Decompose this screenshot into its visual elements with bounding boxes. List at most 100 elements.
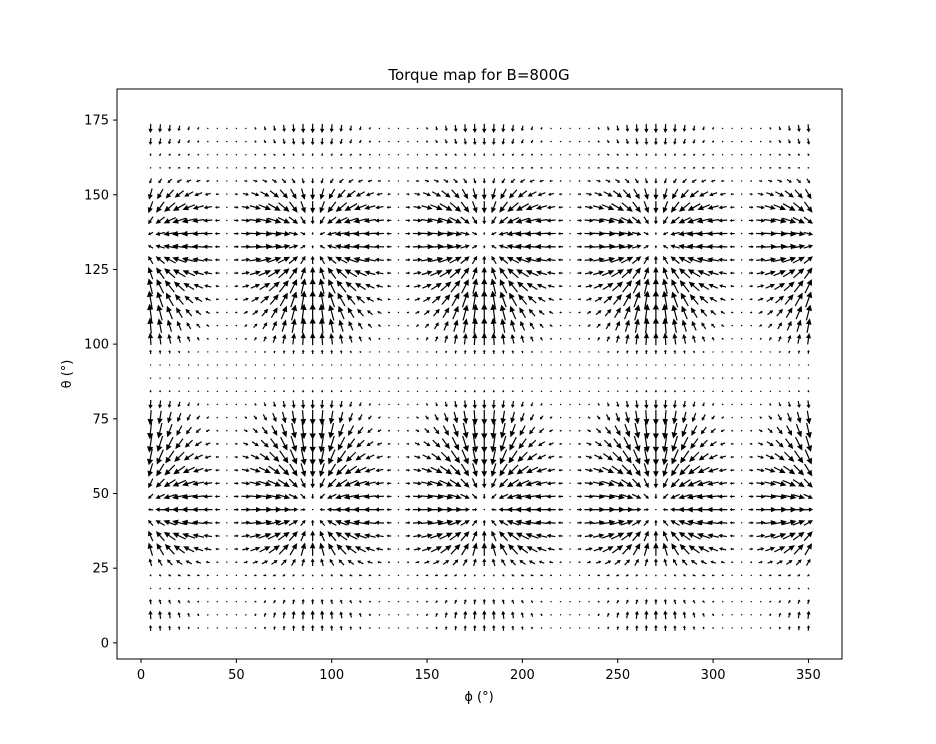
quiver-arrow bbox=[289, 463, 298, 477]
quiver-arrow bbox=[277, 231, 291, 237]
quiver-arrow bbox=[462, 410, 469, 425]
quiver-arrow bbox=[156, 422, 163, 439]
quiver-arrow bbox=[388, 154, 390, 156]
quiver-arrow bbox=[155, 256, 165, 264]
quiver-arrow bbox=[329, 610, 334, 619]
quiver-arrow bbox=[148, 123, 153, 133]
quiver-arrow bbox=[749, 297, 753, 301]
quiver-arrow bbox=[511, 138, 515, 145]
quiver-arrow bbox=[243, 560, 248, 564]
quiver-arrow bbox=[388, 364, 390, 366]
quiver-arrow bbox=[688, 281, 700, 292]
quiver-arrow bbox=[559, 351, 562, 353]
quiver-arrow bbox=[338, 333, 344, 344]
quiver-arrow bbox=[235, 574, 238, 577]
quiver-arrow bbox=[690, 307, 698, 319]
quiver-arrow bbox=[527, 191, 537, 197]
quiver-arrow bbox=[243, 429, 248, 433]
quiver-arrow bbox=[501, 610, 506, 619]
quiver-arrow bbox=[263, 126, 267, 131]
quiver-arrow bbox=[164, 202, 176, 212]
quiver-arrow bbox=[348, 412, 354, 423]
quiver-arrow bbox=[806, 349, 810, 354]
quiver-arrow bbox=[273, 390, 276, 393]
quiver-arrow bbox=[643, 435, 650, 453]
quiver-arrow bbox=[520, 125, 525, 132]
quiver-arrow bbox=[449, 479, 462, 488]
quiver-arrow bbox=[335, 479, 348, 488]
quiver-arrow bbox=[216, 179, 219, 183]
quiver-arrow bbox=[577, 192, 582, 196]
quiver-arrow bbox=[157, 188, 164, 200]
quiver-arrow bbox=[216, 311, 219, 314]
quiver-arrow bbox=[368, 351, 371, 353]
quiver-arrow bbox=[420, 230, 434, 237]
quiver-arrow bbox=[311, 245, 315, 249]
quiver-arrow bbox=[681, 411, 687, 424]
quiver-arrow bbox=[301, 349, 305, 355]
quiver-arrow bbox=[234, 534, 239, 538]
quiver-arrow bbox=[550, 403, 552, 406]
quiver-arrow bbox=[148, 493, 154, 499]
quiver-arrow bbox=[354, 546, 367, 553]
quiver-arrow bbox=[520, 626, 524, 630]
quiver-arrow bbox=[235, 416, 237, 419]
quiver-arrow bbox=[682, 400, 687, 408]
quiver-arrow bbox=[474, 364, 476, 366]
quiver-arrow bbox=[569, 535, 571, 537]
quiver-arrow bbox=[750, 351, 752, 353]
quiver-arrow bbox=[263, 166, 267, 170]
quiver-arrow bbox=[793, 464, 805, 476]
quiver-arrow bbox=[509, 423, 516, 438]
quiver-arrow bbox=[321, 167, 323, 169]
quiver-arrow bbox=[187, 351, 190, 353]
quiver-arrow bbox=[807, 587, 810, 590]
quiver-arrow bbox=[653, 558, 658, 567]
quiver-arrow bbox=[683, 390, 686, 393]
quiver-arrow bbox=[452, 305, 459, 320]
quiver-arrow bbox=[731, 574, 733, 577]
quiver-arrow bbox=[472, 542, 478, 556]
quiver-arrow bbox=[288, 493, 299, 499]
quiver-arrow bbox=[407, 167, 409, 169]
quiver-arrow bbox=[462, 333, 468, 345]
quiver-arrow bbox=[540, 587, 543, 590]
quiver-arrow bbox=[635, 349, 639, 354]
quiver-arrow bbox=[569, 364, 571, 366]
quiver-arrow bbox=[698, 546, 710, 553]
quiver-arrow bbox=[517, 281, 529, 292]
quiver-arrow bbox=[215, 442, 219, 446]
quiver-arrow bbox=[804, 279, 812, 294]
quiver-arrow bbox=[464, 364, 466, 366]
quiver-arrow bbox=[263, 402, 267, 407]
quiver-arrow bbox=[635, 574, 638, 577]
quiver-arrow bbox=[288, 531, 298, 542]
quiver-arrow bbox=[262, 322, 268, 330]
quiver-arrow bbox=[662, 317, 669, 334]
quiver-arrow bbox=[603, 295, 613, 304]
quiver-arrow bbox=[644, 399, 649, 409]
quiver-field bbox=[146, 123, 814, 632]
quiver-arrow bbox=[510, 178, 516, 184]
quiver-arrow bbox=[320, 138, 325, 146]
quiver-arrow bbox=[397, 285, 400, 287]
quiver-arrow bbox=[432, 439, 441, 448]
quiver-arrow bbox=[327, 493, 337, 499]
quiver-arrow bbox=[196, 337, 200, 341]
quiver-arrow bbox=[343, 217, 358, 224]
quiver-arrow bbox=[740, 324, 743, 327]
quiver-arrow bbox=[185, 426, 192, 435]
quiver-arrow bbox=[597, 140, 600, 143]
quiver-arrow bbox=[511, 599, 515, 604]
quiver-arrow bbox=[435, 153, 438, 156]
quiver-arrow bbox=[510, 319, 516, 332]
quiver-arrow bbox=[349, 401, 353, 408]
quiver-arrow bbox=[520, 320, 526, 331]
quiver-arrow bbox=[397, 522, 400, 524]
quiver-arrow bbox=[687, 217, 702, 224]
quiver-arrow bbox=[157, 124, 163, 133]
quiver-arrow bbox=[234, 205, 239, 209]
quiver-arrow bbox=[664, 574, 667, 577]
quiver-arrow bbox=[397, 180, 400, 182]
quiver-arrow bbox=[462, 558, 468, 566]
